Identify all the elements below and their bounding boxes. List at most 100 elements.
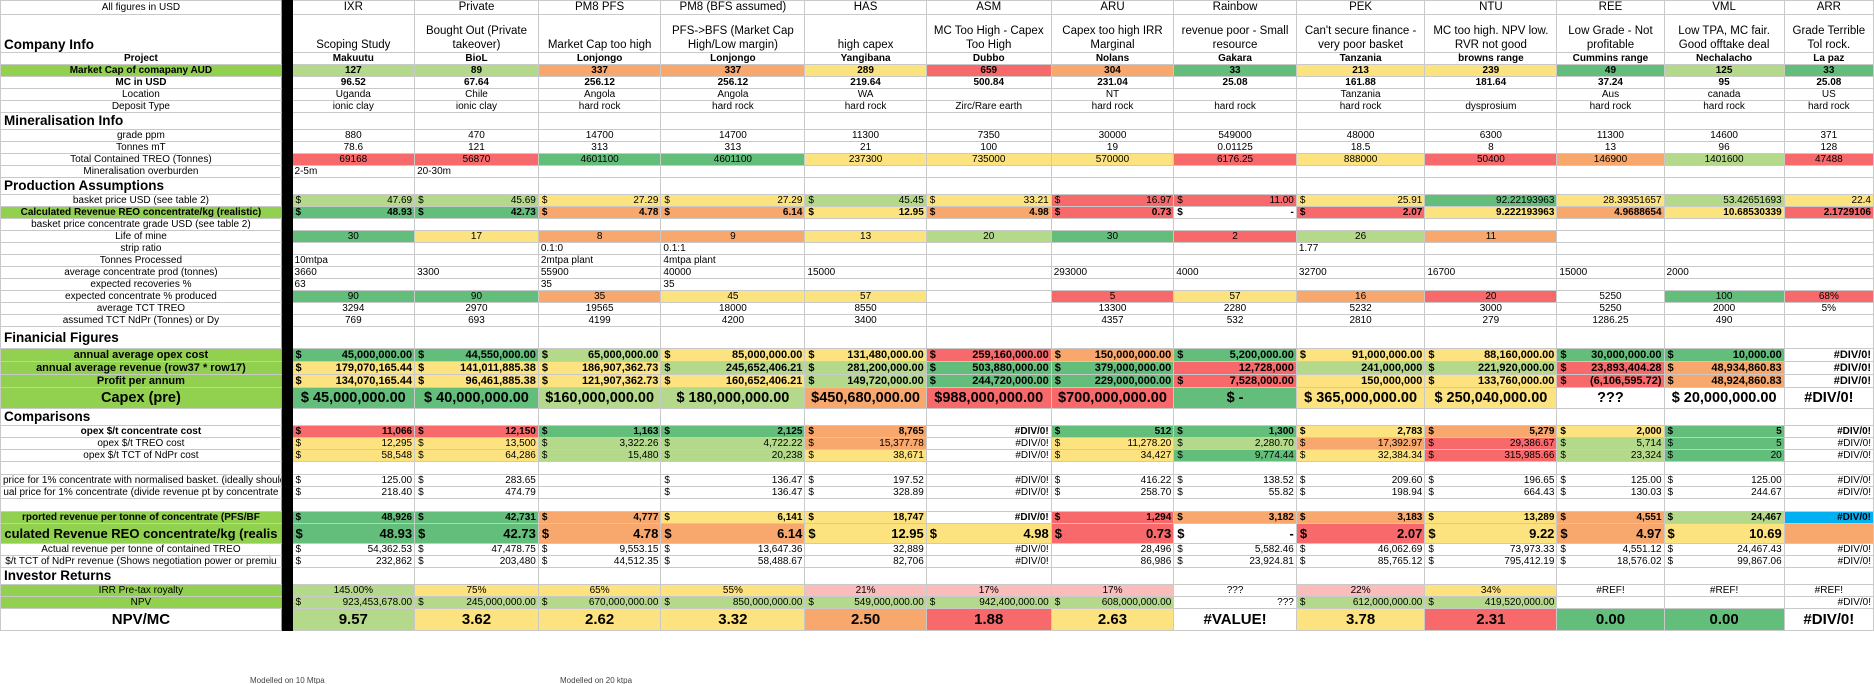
grid-cell[interactable]: $ -	[1173, 387, 1297, 409]
grid-cell[interactable]	[414, 326, 539, 349]
grid-cell[interactable]: 769	[291, 314, 416, 327]
section-title[interactable]: Mineralisation Info	[0, 112, 282, 130]
grid-cell[interactable]: $549,000,000.00	[804, 596, 927, 609]
grid-cell[interactable]: $99,867.06	[1663, 555, 1785, 568]
column-note[interactable]: Market Cap too high	[537, 14, 662, 53]
grid-cell[interactable]: Tanzania	[1295, 52, 1426, 65]
grid-cell[interactable]: Chile	[414, 88, 539, 101]
grid-cell[interactable]: 22%	[1295, 584, 1426, 597]
grid-cell[interactable]	[1050, 498, 1175, 512]
grid-cell[interactable]: ionic clay	[414, 100, 539, 113]
grid-cell[interactable]: 11300	[804, 129, 927, 142]
grid-cell[interactable]: 33	[1783, 64, 1874, 77]
grid-cell[interactable]: 121	[414, 141, 539, 154]
grid-cell[interactable]: $15,480	[537, 449, 662, 462]
grid-cell[interactable]: $232,862	[291, 555, 416, 568]
grid-cell[interactable]: 48000	[1295, 129, 1426, 142]
grid-cell[interactable]: $32,384.34	[1295, 449, 1426, 462]
grid-cell[interactable]: 313	[537, 141, 662, 154]
grid-cell[interactable]: $45.45	[804, 194, 927, 207]
section-title[interactable]: Comparisons	[0, 408, 282, 426]
grid-cell[interactable]: $664.43	[1424, 486, 1558, 499]
grid-cell[interactable]: 1.88	[925, 608, 1052, 631]
grid-cell[interactable]: 50400	[1424, 153, 1558, 166]
grid-cell[interactable]: 21	[804, 141, 927, 154]
grid-cell[interactable]	[1783, 567, 1874, 585]
grid-cell[interactable]	[1663, 326, 1785, 349]
row-label[interactable]: basket price concentrate grade USD (see …	[0, 218, 282, 231]
grid-cell[interactable]: 500.84	[925, 76, 1052, 89]
grid-cell[interactable]: $8,765	[804, 425, 927, 438]
row-label[interactable]: Mineralisation overburden	[0, 165, 282, 178]
grid-cell[interactable]	[1295, 278, 1426, 291]
grid-cell[interactable]: $315,985.66	[1424, 449, 1558, 462]
grid-cell[interactable]: $244.67	[1663, 486, 1785, 499]
column-note[interactable]: Grade Terrible Tol rock.	[1783, 14, 1874, 53]
grid-cell[interactable]: $38,671	[804, 449, 927, 462]
grid-cell[interactable]: $ 40,000,000.00	[414, 387, 539, 409]
grid-cell[interactable]: 304	[1050, 64, 1175, 77]
grid-cell[interactable]	[414, 567, 539, 585]
grid-cell[interactable]	[925, 461, 1052, 475]
grid-cell[interactable]: 30000	[1050, 129, 1175, 142]
grid-cell[interactable]	[414, 112, 539, 130]
grid-cell[interactable]: 2000	[1663, 302, 1785, 315]
grid-cell[interactable]: $134,070,165.44	[291, 374, 416, 388]
grid-cell[interactable]: $138.52	[1173, 474, 1297, 487]
grid-cell[interactable]: 3300	[414, 266, 539, 279]
grid-cell[interactable]	[1783, 218, 1874, 231]
grid-cell[interactable]	[414, 408, 539, 426]
grid-cell[interactable]	[660, 326, 806, 349]
grid-cell[interactable]: 127	[291, 64, 416, 77]
grid-cell[interactable]: hard rock	[1295, 100, 1426, 113]
grid-cell[interactable]: 371	[1783, 129, 1874, 142]
grid-cell[interactable]: $42.73	[414, 523, 539, 544]
grid-cell[interactable]: 92.22193963	[1424, 194, 1558, 207]
grid-cell[interactable]: $258.70	[1050, 486, 1175, 499]
grid-cell[interactable]: $2.07	[1295, 206, 1426, 219]
grid-cell[interactable]: $7,528,000.00	[1173, 374, 1297, 388]
grid-cell[interactable]: $2,783	[1295, 425, 1426, 438]
grid-cell[interactable]	[1173, 218, 1297, 231]
grid-cell[interactable]	[1173, 461, 1297, 475]
grid-cell[interactable]	[1173, 242, 1297, 255]
grid-cell[interactable]: $11,278.20	[1050, 437, 1175, 450]
grid-cell[interactable]: #DIV/0!	[1783, 608, 1874, 631]
grid-cell[interactable]: 20	[925, 230, 1052, 243]
grid-cell[interactable]: Lonjongo	[660, 52, 806, 65]
grid-cell[interactable]	[1663, 165, 1785, 178]
grid-cell[interactable]	[414, 254, 539, 267]
grid-cell[interactable]	[925, 314, 1052, 327]
grid-cell[interactable]: 16	[1295, 290, 1426, 303]
row-label[interactable]: NPV/MC	[0, 608, 282, 631]
grid-cell[interactable]: 6176.25	[1173, 153, 1297, 166]
grid-cell[interactable]: $58,548	[291, 449, 416, 462]
grid-cell[interactable]: $416.22	[1050, 474, 1175, 487]
row-label[interactable]: $/t TCT of NdPr revenue (Shows negotiati…	[0, 555, 282, 568]
grid-cell[interactable]	[537, 165, 662, 178]
grid-cell[interactable]: browns range	[1424, 52, 1558, 65]
grid-cell[interactable]: 63	[291, 278, 416, 291]
grid-cell[interactable]: $198.94	[1295, 486, 1426, 499]
grid-cell[interactable]	[925, 177, 1052, 195]
grid-cell[interactable]: WA	[804, 88, 927, 101]
grid-cell[interactable]	[1173, 254, 1297, 267]
grid-cell[interactable]: $48,926	[291, 511, 416, 524]
grid-cell[interactable]: 90	[291, 290, 416, 303]
grid-cell[interactable]: $503,880,000.00	[925, 361, 1052, 375]
grid-cell[interactable]: #DIV/0!	[925, 555, 1052, 568]
grid-cell[interactable]: 17%	[1050, 584, 1175, 597]
grid-cell[interactable]	[537, 461, 662, 475]
grid-cell[interactable]: 17%	[925, 584, 1052, 597]
row-label[interactable]: culated Revenue REO concentrate/kg (real…	[0, 523, 282, 544]
row-label[interactable]: average concentrate prod (tonnes)	[0, 266, 282, 279]
grid-cell[interactable]: 337	[660, 64, 806, 77]
grid-cell[interactable]: 56870	[414, 153, 539, 166]
grid-cell[interactable]: 32700	[1295, 266, 1426, 279]
grid-cell[interactable]: 3400	[804, 314, 927, 327]
grid-cell[interactable]	[1663, 567, 1785, 585]
grid-cell[interactable]	[1173, 408, 1297, 426]
grid-cell[interactable]	[1424, 165, 1558, 178]
grid-cell[interactable]: $91,000,000.00	[1295, 348, 1426, 362]
row-label[interactable]: rported revenue per tonne of concentrate…	[0, 511, 282, 524]
